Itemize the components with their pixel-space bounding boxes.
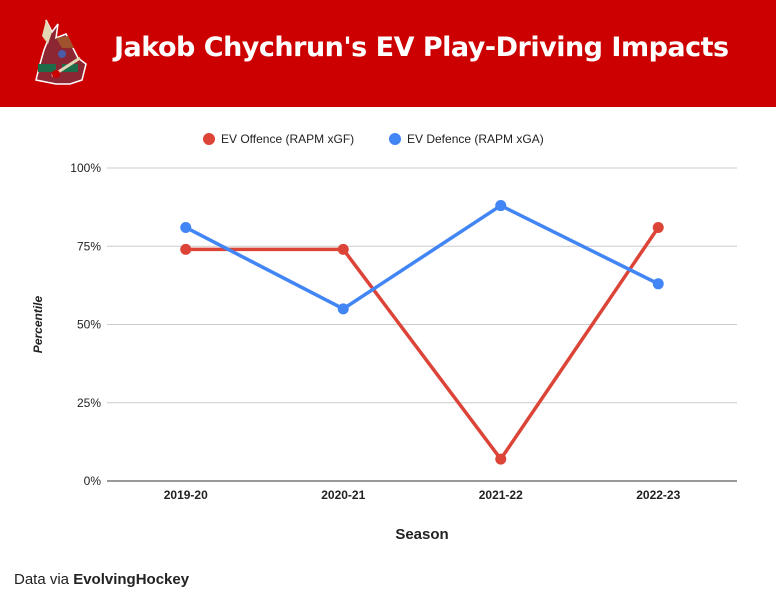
footer-prefix: Data via: [14, 571, 74, 588]
x-axis-label: Season: [395, 526, 448, 543]
y-axis-label: Percentile: [31, 295, 45, 353]
data-point: [495, 453, 507, 465]
header-banner: Jakob Chychrun's EV Play-Driving Impacts: [0, 0, 776, 107]
x-tick-label: 2022-23: [636, 488, 680, 502]
series-line: [184, 203, 660, 311]
y-tick-label: 25%: [77, 396, 101, 410]
series-line: [185, 226, 660, 461]
line-chart: 0% 25% 50% 75% 100% 2019-20 2020-21 2021-22 2022…: [31, 132, 737, 543]
legend-label: EV Offence (RAPM xGF): [221, 132, 354, 146]
y-tick-label: 75%: [77, 239, 101, 253]
data-point: [495, 200, 507, 212]
legend-marker: [203, 133, 215, 145]
data-point: [180, 243, 192, 255]
legend-label: EV Defence (RAPM xGA): [407, 132, 544, 146]
x-tick-label: 2019-20: [164, 488, 208, 502]
y-tick-label: 50%: [77, 318, 101, 332]
y-tick-label: 100%: [70, 161, 101, 175]
data-source-credit: Data via EvolvingHockey: [14, 571, 189, 588]
legend-marker: [389, 133, 401, 145]
data-point: [180, 221, 192, 233]
data-point: [337, 243, 349, 255]
coyotes-logo-icon: [35, 19, 87, 85]
footer-source: EvolvingHockey: [73, 571, 190, 588]
chart-title: Jakob Chychrun's EV Play-Driving Impacts: [114, 32, 729, 63]
data-point: [652, 278, 664, 290]
data-point: [337, 303, 349, 315]
data-point: [652, 221, 664, 233]
x-tick-label: 2020-21: [321, 488, 365, 502]
x-tick-label: 2021-22: [479, 488, 523, 502]
y-tick-label: 0%: [84, 474, 102, 488]
